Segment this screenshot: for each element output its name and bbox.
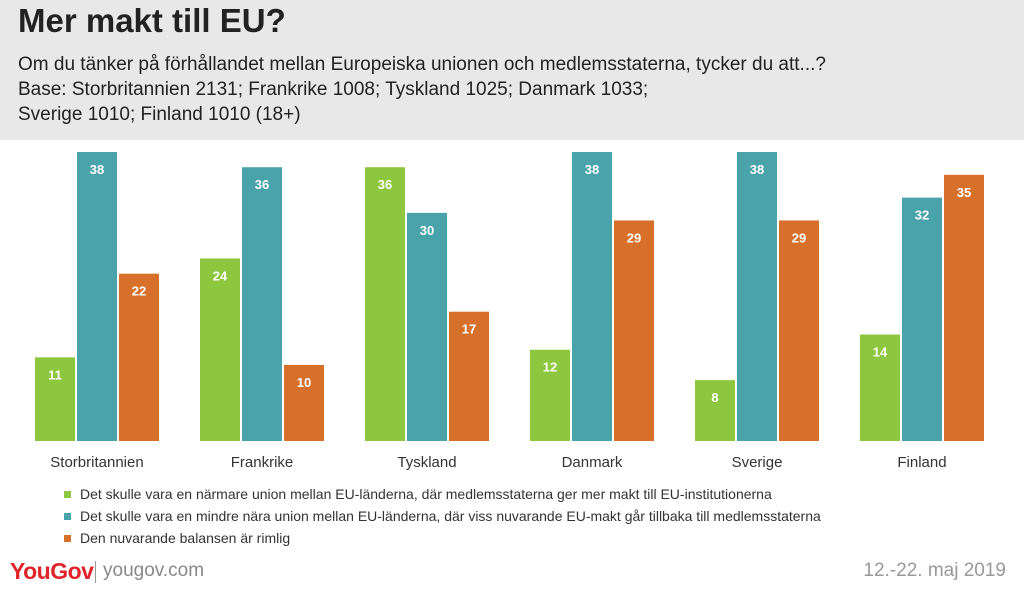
bar — [407, 212, 447, 441]
data-label: 14 — [873, 345, 888, 360]
category-label: Storbritannien — [50, 454, 143, 471]
legend: Det skulle vara en närmare union mellan … — [64, 484, 821, 550]
bar — [860, 334, 900, 441]
category-label: Finland — [897, 454, 946, 471]
data-label: 38 — [585, 162, 599, 177]
bar — [119, 273, 159, 441]
legend-swatch — [64, 513, 71, 520]
bar — [572, 152, 612, 441]
bar — [77, 152, 117, 441]
bar — [35, 357, 75, 441]
bar — [902, 197, 942, 441]
footer: YouGov yougov.com 12.-22. maj 2019 — [0, 558, 1024, 588]
bar — [365, 167, 405, 442]
site-link[interactable]: yougov.com — [103, 560, 205, 581]
legend-label: Det skulle vara en mindre nära union mel… — [80, 508, 821, 524]
data-label: 29 — [627, 230, 641, 245]
footer-divider — [95, 561, 96, 583]
bar — [614, 220, 654, 441]
bar-chart: 11 38 22 Storbritannien 24 36 10 Frankrike 36 30 1… — [35, 152, 984, 471]
data-label: 38 — [90, 162, 104, 177]
legend-item: Det skulle vara en närmare union mellan … — [64, 484, 821, 506]
bar — [737, 152, 777, 441]
chart-subtitle: Om du tänker på förhållandet mellan Euro… — [18, 52, 1018, 127]
bar — [242, 167, 282, 442]
bar — [284, 364, 324, 441]
legend-label: Det skulle vara en närmare union mellan … — [80, 486, 772, 502]
chart-title: Mer makt till EU? — [18, 2, 286, 39]
bar — [200, 258, 240, 441]
legend-swatch — [64, 535, 71, 542]
category-label: Tyskland — [397, 454, 456, 471]
category-label: Sverige — [732, 454, 783, 471]
header-band: Mer makt till EU? Om du tänker på förhål… — [0, 0, 1024, 140]
data-label: 29 — [792, 230, 806, 245]
bar — [779, 220, 819, 441]
data-label: 38 — [750, 162, 764, 177]
legend-item: Den nuvarande balansen är rimlig — [64, 528, 821, 550]
legend-swatch — [64, 491, 71, 498]
data-label: 32 — [915, 208, 929, 223]
bar — [695, 380, 735, 441]
legend-label: Den nuvarande balansen är rimlig — [80, 530, 291, 546]
data-label: 10 — [297, 375, 311, 390]
data-label: 36 — [255, 177, 269, 192]
data-label: 35 — [957, 185, 971, 200]
data-label: 8 — [711, 390, 718, 405]
data-label: 12 — [543, 360, 557, 375]
subtitle-question: Om du tänker på förhållandet mellan Euro… — [18, 54, 826, 75]
logo-you: You — [10, 558, 51, 584]
category-label: Danmark — [562, 454, 623, 471]
subtitle-base-line-2: Sverige 1010; Finland 1010 (18+) — [18, 104, 301, 125]
data-label: 22 — [132, 284, 146, 299]
fieldwork-date: 12.-22. maj 2019 — [863, 560, 1006, 581]
logo-gov: Gov — [50, 558, 94, 584]
bar — [449, 311, 489, 441]
data-label: 36 — [378, 177, 392, 192]
data-label: 24 — [213, 268, 228, 283]
data-label: 11 — [48, 367, 62, 382]
data-label: 30 — [420, 223, 434, 238]
yougov-logo[interactable]: YouGov — [10, 558, 94, 585]
category-label: Frankrike — [231, 454, 294, 471]
bar — [530, 349, 570, 441]
bar — [944, 174, 984, 441]
legend-item: Det skulle vara en mindre nära union mel… — [64, 506, 821, 528]
data-label: 17 — [462, 322, 476, 337]
subtitle-base-line-1: Base: Storbritannien 2131; Frankrike 100… — [18, 79, 649, 100]
